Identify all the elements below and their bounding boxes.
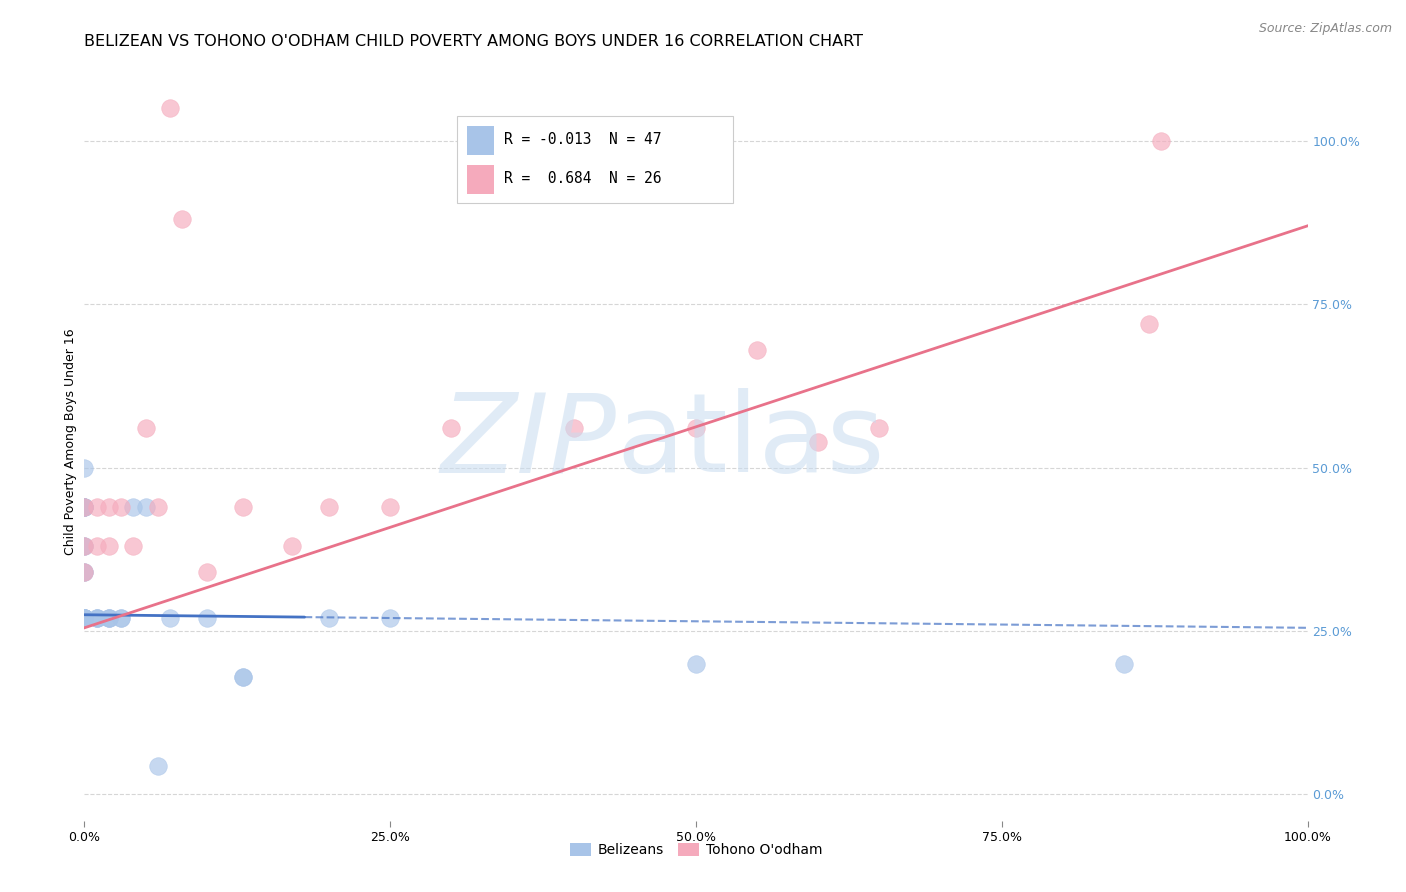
Point xyxy=(73,539,96,553)
Point xyxy=(146,500,169,514)
Text: Source: ZipAtlas.com: Source: ZipAtlas.com xyxy=(1258,22,1392,36)
Point xyxy=(685,421,707,435)
Point xyxy=(73,500,96,514)
Point xyxy=(97,611,120,625)
Point xyxy=(135,421,157,435)
Point xyxy=(122,539,145,553)
Point xyxy=(86,500,108,514)
Point xyxy=(110,500,132,514)
FancyBboxPatch shape xyxy=(457,116,733,202)
Point xyxy=(232,670,254,684)
Point xyxy=(73,500,96,514)
Point xyxy=(86,611,108,625)
FancyBboxPatch shape xyxy=(467,126,494,154)
Point xyxy=(73,611,96,625)
Point xyxy=(73,611,96,625)
Point xyxy=(73,539,96,553)
Point xyxy=(869,421,891,435)
Point xyxy=(1137,317,1160,331)
Text: BELIZEAN VS TOHONO O'ODHAM CHILD POVERTY AMONG BOYS UNDER 16 CORRELATION CHART: BELIZEAN VS TOHONO O'ODHAM CHILD POVERTY… xyxy=(84,34,863,49)
Point xyxy=(73,611,96,625)
Text: R = -0.013  N = 47: R = -0.013 N = 47 xyxy=(503,131,661,146)
Point xyxy=(73,500,96,514)
Point xyxy=(73,611,96,625)
Point xyxy=(97,500,120,514)
Point xyxy=(73,539,96,553)
Point xyxy=(146,758,169,772)
Text: ZIP: ZIP xyxy=(440,388,616,495)
Point xyxy=(195,566,218,580)
Point xyxy=(73,611,96,625)
Point xyxy=(86,611,108,625)
Text: atlas: atlas xyxy=(616,388,884,495)
Point xyxy=(97,539,120,553)
Point xyxy=(172,212,194,227)
Point xyxy=(86,611,108,625)
Point xyxy=(73,611,96,625)
Point xyxy=(73,611,96,625)
Y-axis label: Child Poverty Among Boys Under 16: Child Poverty Among Boys Under 16 xyxy=(65,328,77,555)
Point xyxy=(110,611,132,625)
Point xyxy=(1114,657,1136,671)
Point xyxy=(281,539,304,553)
Point xyxy=(318,500,340,514)
Point xyxy=(195,611,218,625)
Point xyxy=(73,611,96,625)
Point xyxy=(73,611,96,625)
Point xyxy=(97,611,120,625)
Point xyxy=(73,611,96,625)
Point xyxy=(73,611,96,625)
Point xyxy=(159,611,181,625)
Point xyxy=(232,670,254,684)
Point xyxy=(97,611,120,625)
Point xyxy=(1150,134,1173,148)
Point xyxy=(73,566,96,580)
Point xyxy=(73,460,96,475)
Text: R =  0.684  N = 26: R = 0.684 N = 26 xyxy=(503,170,661,186)
Point xyxy=(86,539,108,553)
Point xyxy=(73,500,96,514)
Point xyxy=(807,434,830,449)
Point xyxy=(159,101,181,115)
Point xyxy=(440,421,463,435)
Point xyxy=(73,611,96,625)
Point xyxy=(73,566,96,580)
Point xyxy=(73,566,96,580)
Point xyxy=(122,500,145,514)
Point xyxy=(73,611,96,625)
Point xyxy=(110,611,132,625)
Legend: Belizeans, Tohono O'odham: Belizeans, Tohono O'odham xyxy=(564,838,828,863)
Point xyxy=(318,611,340,625)
FancyBboxPatch shape xyxy=(467,165,494,194)
Point xyxy=(73,611,96,625)
Point xyxy=(73,611,96,625)
Point xyxy=(135,500,157,514)
Point xyxy=(232,500,254,514)
Point xyxy=(73,500,96,514)
Point xyxy=(73,611,96,625)
Point xyxy=(73,611,96,625)
Point xyxy=(380,611,402,625)
Point xyxy=(73,611,96,625)
Point xyxy=(747,343,769,357)
Point xyxy=(73,500,96,514)
Point xyxy=(562,421,585,435)
Point xyxy=(380,500,402,514)
Point xyxy=(685,657,707,671)
